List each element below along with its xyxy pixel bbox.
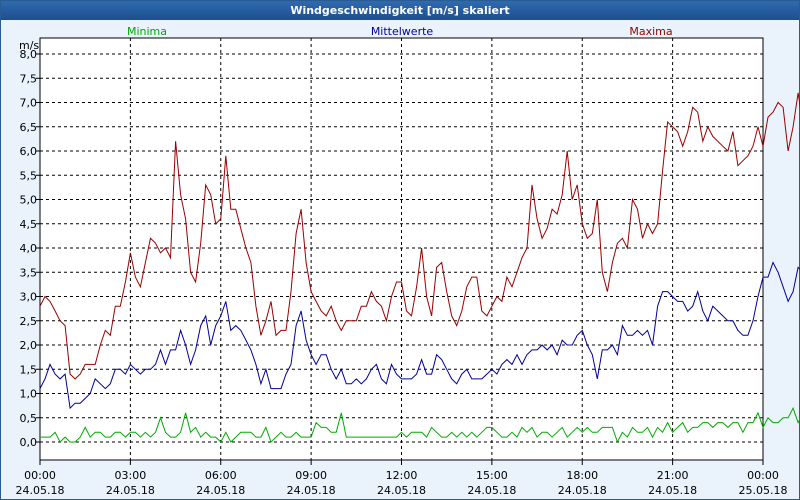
x-tick-time: 00:00 (747, 469, 779, 482)
y-tick-label: 6,0 (20, 145, 38, 158)
y-tick-label: 4,0 (20, 242, 38, 255)
x-tick-time: 15:00 (476, 469, 508, 482)
x-tick-time: 06:00 (205, 469, 237, 482)
window-title: Windgeschwindigkeit [m/s] skaliert (1, 1, 799, 20)
y-tick-label: 3,5 (20, 266, 38, 279)
x-tick-time: 09:00 (295, 469, 327, 482)
x-tick-date: 24.05.18 (467, 484, 516, 497)
x-tick-time: 18:00 (566, 469, 598, 482)
x-tick-date: 24.05.18 (196, 484, 245, 497)
y-tick-label: 7,0 (20, 97, 38, 110)
legend: Minima Mittelwerte Maxima (127, 25, 673, 38)
x-tick-date: 24.05.18 (106, 484, 155, 497)
vertical-gridlines (39, 38, 764, 465)
y-tick-label: 8,0 (20, 48, 38, 61)
y-axis-tick-labels: 0,0 0,5 1,0 1,5 2,0 2,5 3,0 3,5 4,0 4,5 5,0 5,5 6,0 6… (20, 48, 38, 449)
series-maxima-line (39, 92, 800, 380)
series-minima-line (40, 406, 800, 444)
x-tick-date: 24.05.18 (377, 484, 426, 497)
y-tick-label: 1,0 (20, 388, 38, 401)
x-tick-date: 24.05.18 (16, 484, 65, 497)
series-mittelwerte-line (39, 261, 800, 410)
x-axis-tick-labels: 00:00 24.05.18 03:00 24.05.18 06:00 24.05.18 0… (16, 469, 788, 497)
y-tick-label: 3,0 (20, 291, 38, 304)
y-tick-label: 2,0 (20, 339, 38, 352)
x-tick-date: 24.05.18 (558, 484, 607, 497)
x-tick-time: 21:00 (657, 469, 689, 482)
y-tick-label: 0,0 (20, 436, 38, 449)
y-tick-label: 5,5 (20, 169, 38, 182)
y-tick-label: 4,5 (20, 218, 38, 231)
legend-minima: Minima (127, 25, 167, 38)
x-tick-time: 12:00 (386, 469, 418, 482)
x-tick-date: 25.05.18 (739, 484, 788, 497)
x-tick-date: 24.05.18 (287, 484, 336, 497)
y-tick-label: 5,0 (20, 194, 38, 207)
y-tick-label: 7,5 (20, 72, 38, 85)
y-tick-label: 1,5 (20, 363, 38, 376)
legend-maxima: Maxima (629, 25, 672, 38)
y-axis-unit-label: m/s (19, 39, 39, 52)
x-tick-time: 00:00 (24, 469, 56, 482)
x-tick-time: 03:00 (115, 469, 147, 482)
y-tick-label: 2,5 (20, 315, 38, 328)
x-tick-date: 24.05.18 (648, 484, 697, 497)
y-tick-label: 6,5 (20, 121, 38, 134)
legend-mittelwerte: Mittelwerte (371, 25, 434, 38)
y-tick-label: 0,5 (20, 412, 38, 425)
